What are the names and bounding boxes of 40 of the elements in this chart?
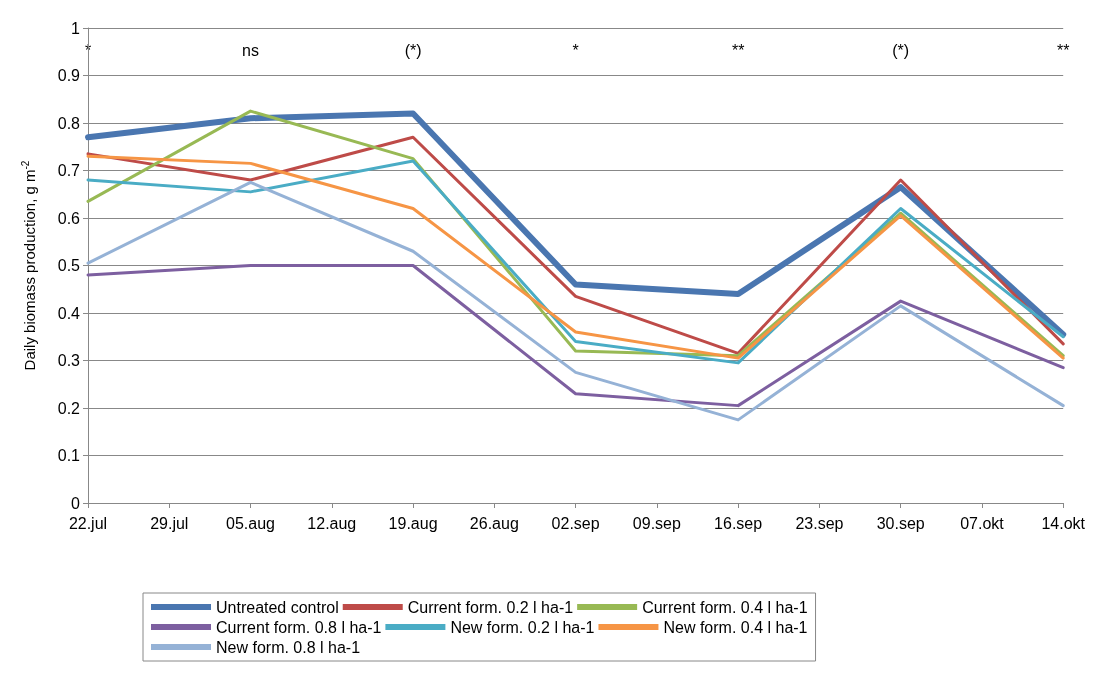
legend-label: Current form. 0.2 l ha-1: [407, 598, 574, 616]
annotation: **: [1056, 41, 1070, 59]
annotation: *: [572, 41, 579, 59]
annotation: (*): [892, 41, 910, 59]
y-tick-label: 1: [71, 19, 81, 37]
legend-label: New form. 0.8 l ha-1: [216, 638, 361, 656]
y-tick-label: 0.7: [57, 162, 81, 179]
y-tick-label: 0.1: [57, 447, 81, 464]
y-tick-label: 0: [71, 494, 81, 512]
x-tick-label: 16.sep: [714, 514, 763, 532]
legend-label: Untreated control: [216, 598, 339, 616]
y-tick-label: 0.3: [57, 352, 81, 369]
x-tick-label: 19.aug: [388, 514, 438, 532]
legend-label: Current form. 0.4 l ha-1: [642, 598, 808, 616]
x-tick-label: 02.sep: [551, 514, 600, 532]
annotation: (*): [404, 41, 422, 59]
x-tick-label: 30.sep: [876, 514, 925, 532]
legend-label: Current form. 0.8 l ha-1: [216, 618, 382, 636]
x-tick-label: 23.sep: [795, 514, 844, 532]
x-tick-label: 22.jul: [68, 514, 108, 532]
annotation: ns: [242, 41, 259, 59]
x-tick-label: 26.aug: [469, 514, 519, 532]
legend-label: New form. 0.2 l ha-1: [450, 618, 595, 636]
y-axis-title: Daily biomass production, g m-2: [19, 160, 38, 371]
y-tick-label: 0.9: [57, 67, 81, 84]
y-tick-label: 0.8: [57, 114, 81, 132]
x-tick-label: 07.okt: [960, 514, 1005, 532]
line-series: [86, 264, 1065, 408]
x-tick-label: 09.sep: [632, 514, 681, 532]
x-tick-label: 12.aug: [307, 514, 357, 532]
x-tick-label: 14.okt: [1041, 514, 1086, 532]
y-tick-label: 0.5: [57, 257, 81, 274]
legend-label: New form. 0.4 l ha-1: [663, 618, 808, 636]
annotation: **: [731, 41, 745, 59]
y-tick-label: 0.6: [57, 209, 81, 227]
x-tick-label: 05.aug: [226, 514, 275, 532]
y-tick-label: 0.4: [57, 304, 81, 322]
y-tick-label: 0.2: [57, 399, 81, 417]
x-tick-label: 29.jul: [150, 514, 189, 532]
line-series: [86, 180, 1065, 422]
